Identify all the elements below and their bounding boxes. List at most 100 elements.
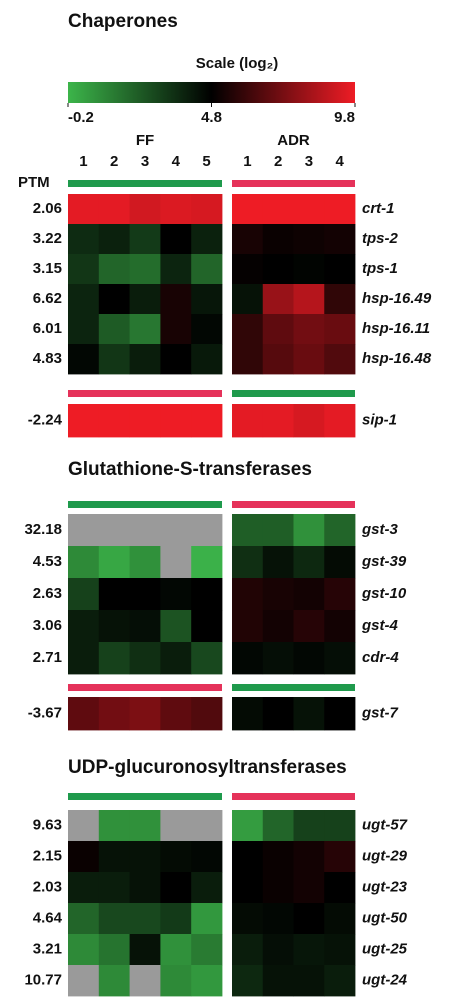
- heat-cell: [324, 810, 356, 842]
- heat-cell: [160, 872, 192, 904]
- heat-cell: [293, 284, 325, 315]
- ptm-label: 2.03: [33, 878, 62, 895]
- gene-label: gst-39: [361, 553, 407, 570]
- heat-cell: [68, 610, 100, 643]
- ptm-label: 4.64: [33, 909, 63, 926]
- ptm-label: 2.06: [33, 200, 62, 217]
- heat-cell: [324, 872, 356, 904]
- ptm-label: -2.24: [28, 411, 63, 428]
- heat-cell: [129, 546, 161, 579]
- missing-cell: [160, 810, 192, 842]
- heat-cell: [129, 934, 161, 966]
- heat-cell: [191, 194, 223, 225]
- heat-cell: [293, 514, 325, 547]
- heat-cell: [160, 254, 192, 285]
- heat-cell: [262, 546, 294, 579]
- heat-cell: [129, 810, 161, 842]
- heat-cell: [191, 578, 223, 611]
- missing-cell: [68, 810, 100, 842]
- heat-cell: [129, 344, 161, 375]
- heat-cell: [232, 642, 264, 675]
- column-label: 4: [335, 153, 344, 170]
- group-bar: [232, 793, 355, 800]
- heat-cell: [191, 344, 223, 375]
- gene-label: sip-1: [362, 411, 397, 428]
- section-title: Chaperones: [68, 11, 178, 32]
- heat-cell: [160, 903, 192, 935]
- heat-cell: [293, 903, 325, 935]
- heat-cell: [129, 284, 161, 315]
- heat-cell: [98, 642, 130, 675]
- gene-label: ugt-29: [362, 847, 408, 864]
- ptm-label: 9.63: [33, 816, 62, 833]
- heat-cell: [232, 810, 264, 842]
- heat-cell: [98, 284, 130, 315]
- heat-cell: [232, 965, 264, 997]
- heat-cell: [293, 546, 325, 579]
- group-label: FF: [136, 132, 154, 149]
- scale-tick-label: 4.8: [201, 109, 222, 126]
- heat-cell: [98, 314, 130, 345]
- gene-label: ugt-23: [362, 878, 408, 895]
- heat-cell: [129, 697, 161, 731]
- heat-cell: [191, 254, 223, 285]
- heat-cell: [232, 254, 264, 285]
- group-bar: [68, 390, 222, 397]
- heat-cell: [160, 404, 192, 438]
- heat-cell: [262, 404, 294, 438]
- ptm-label: 6.62: [33, 290, 62, 307]
- heat-cell: [262, 578, 294, 611]
- heat-cell: [129, 903, 161, 935]
- heat-cell: [129, 404, 161, 438]
- heat-cell: [324, 546, 356, 579]
- heat-cell: [160, 314, 192, 345]
- group-bar: [232, 501, 355, 508]
- heat-cell: [293, 841, 325, 873]
- group-bar: [68, 684, 222, 691]
- heat-cell: [232, 314, 264, 345]
- heat-cell: [293, 965, 325, 997]
- missing-cell: [160, 546, 192, 579]
- heat-cell: [293, 934, 325, 966]
- heat-cell: [68, 872, 100, 904]
- ptm-label: 10.77: [24, 971, 62, 988]
- heat-cell: [68, 697, 100, 731]
- heat-cell: [324, 194, 356, 225]
- heat-cell: [129, 642, 161, 675]
- gene-label: hsp-16.49: [362, 290, 432, 307]
- heat-cell: [68, 546, 100, 579]
- heat-cell: [293, 344, 325, 375]
- heat-cell: [191, 697, 223, 731]
- heat-cell: [98, 546, 130, 579]
- heat-cell: [129, 224, 161, 255]
- heat-cell: [262, 810, 294, 842]
- heat-cell: [324, 314, 356, 345]
- scale-tick-label: -0.2: [68, 109, 94, 126]
- heat-cell: [68, 404, 100, 438]
- heat-cell: [324, 224, 356, 255]
- heat-cell: [160, 578, 192, 611]
- heat-cell: [98, 254, 130, 285]
- heat-cell: [262, 965, 294, 997]
- heat-cell: [232, 546, 264, 579]
- heat-cell: [98, 903, 130, 935]
- ptm-label: 3.15: [33, 260, 62, 277]
- heat-cell: [324, 284, 356, 315]
- ptm-label: 6.01: [33, 320, 62, 337]
- heat-cell: [191, 224, 223, 255]
- heat-cell: [191, 872, 223, 904]
- column-label: 2: [110, 153, 118, 170]
- gene-label: crt-1: [362, 200, 395, 217]
- heat-cell: [98, 810, 130, 842]
- gene-label: gst-7: [361, 704, 398, 721]
- heat-cell: [324, 965, 356, 997]
- heat-cell: [232, 872, 264, 904]
- heat-cell: [98, 697, 130, 731]
- heat-cell: [68, 224, 100, 255]
- heat-cell: [262, 841, 294, 873]
- ptm-label: 3.21: [33, 940, 62, 957]
- heat-cell: [262, 224, 294, 255]
- gene-label: tps-2: [362, 230, 398, 247]
- heat-cell: [160, 284, 192, 315]
